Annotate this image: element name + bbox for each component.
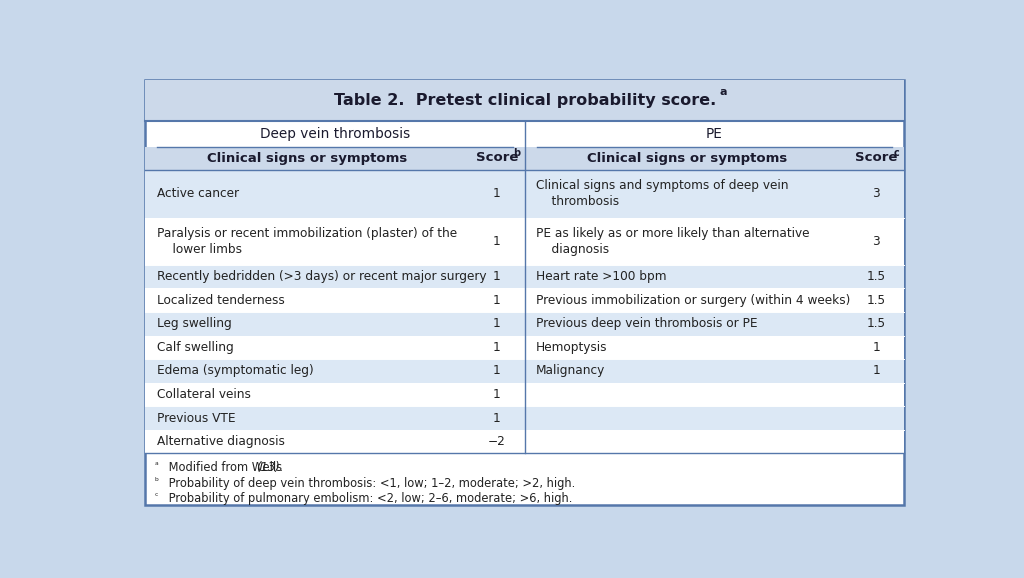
Bar [524,312,904,335]
Bar [145,171,524,217]
Bar [145,312,524,335]
Bar [524,430,904,454]
Text: Score: Score [476,150,518,164]
Text: Deep vein thrombosis: Deep vein thrombosis [260,127,411,142]
Text: Recently bedridden (>3 days) or recent major surgery: Recently bedridden (>3 days) or recent m… [157,270,486,283]
Text: ᵃ: ᵃ [155,461,159,470]
Text: Leg swelling: Leg swelling [157,317,231,330]
Text: Probability of deep vein thrombosis: <1, low; 1–2, moderate; >2, high.: Probability of deep vein thrombosis: <1,… [165,477,574,490]
Text: 1: 1 [494,388,501,401]
Text: Heart rate >100 bpm: Heart rate >100 bpm [536,270,667,283]
Text: Modified from Wells: Modified from Wells [165,461,286,475]
Bar [145,265,524,288]
Text: Clinical signs and symptoms of deep vein
    thrombosis: Clinical signs and symptoms of deep vein… [536,180,788,209]
Text: ᵇ: ᵇ [155,477,159,486]
Text: 1.5: 1.5 [866,317,886,330]
Bar [145,359,524,383]
Text: Paralysis or recent immobilization (plaster) of the
    lower limbs: Paralysis or recent immobilization (plas… [157,227,457,255]
Bar [145,383,524,406]
Bar [524,335,904,359]
Text: 1: 1 [494,341,501,354]
Text: Alternative diagnosis: Alternative diagnosis [157,435,285,448]
Text: Clinical signs or symptoms: Clinical signs or symptoms [587,153,786,165]
Text: Clinical signs or symptoms: Clinical signs or symptoms [207,153,408,165]
Text: Hemoptysis: Hemoptysis [536,341,607,354]
Text: Previous VTE: Previous VTE [157,412,236,425]
Text: 1: 1 [872,341,881,354]
Text: 3: 3 [872,187,881,201]
Text: Previous immobilization or surgery (within 4 weeks): Previous immobilization or surgery (with… [536,294,850,306]
Text: 1: 1 [494,294,501,306]
Text: 1: 1 [494,412,501,425]
Text: −2: −2 [488,435,506,448]
Text: 1.5: 1.5 [866,294,886,306]
Text: Table 2.  Pretest clinical probability score.: Table 2. Pretest clinical probability sc… [334,94,716,109]
Bar [524,217,904,265]
Text: 3: 3 [872,235,881,247]
Text: Probability of pulmonary embolism: <2, low; 2–6, moderate; >6, high.: Probability of pulmonary embolism: <2, l… [165,492,571,505]
Bar [145,335,524,359]
Bar [524,406,904,430]
Text: c: c [893,149,899,158]
Text: ᶜ: ᶜ [155,492,159,501]
Bar [145,288,524,312]
Bar [145,147,524,171]
Bar [524,288,904,312]
Text: PE as likely as or more likely than alternative
    diagnosis: PE as likely as or more likely than alte… [536,227,809,255]
Text: 1: 1 [494,235,501,247]
Text: b: b [513,149,520,158]
Text: Collateral veins: Collateral veins [157,388,251,401]
Text: Malignancy: Malignancy [536,364,605,377]
Text: a: a [719,87,727,97]
Text: 1.5: 1.5 [866,270,886,283]
Text: 1: 1 [494,187,501,201]
Bar [145,406,524,430]
Bar [524,171,904,217]
Text: (13).: (13). [256,461,284,475]
Text: Edema (symptomatic leg): Edema (symptomatic leg) [157,364,313,377]
Text: 1: 1 [494,270,501,283]
Text: Score: Score [855,150,898,164]
Text: Previous deep vein thrombosis or PE: Previous deep vein thrombosis or PE [536,317,758,330]
Text: 1: 1 [494,364,501,377]
Bar [145,217,524,265]
Text: Calf swelling: Calf swelling [157,341,233,354]
Bar [524,359,904,383]
Text: PE: PE [706,127,723,142]
Bar [524,265,904,288]
Bar [524,147,904,171]
Bar [524,383,904,406]
Text: 1: 1 [494,317,501,330]
Bar [145,80,904,121]
Text: Active cancer: Active cancer [157,187,239,201]
Text: Localized tenderness: Localized tenderness [157,294,285,306]
Text: 1: 1 [872,364,881,377]
Bar [145,430,524,454]
